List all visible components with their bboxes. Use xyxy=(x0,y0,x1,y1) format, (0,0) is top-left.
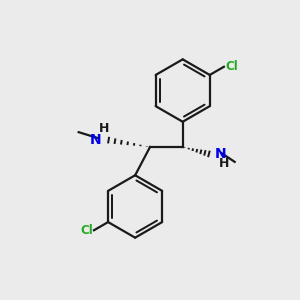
Text: H: H xyxy=(219,157,230,170)
Text: H: H xyxy=(99,122,109,135)
Text: N: N xyxy=(90,133,102,147)
Text: Cl: Cl xyxy=(225,59,238,73)
Text: Cl: Cl xyxy=(80,224,93,238)
Text: N: N xyxy=(214,148,226,161)
